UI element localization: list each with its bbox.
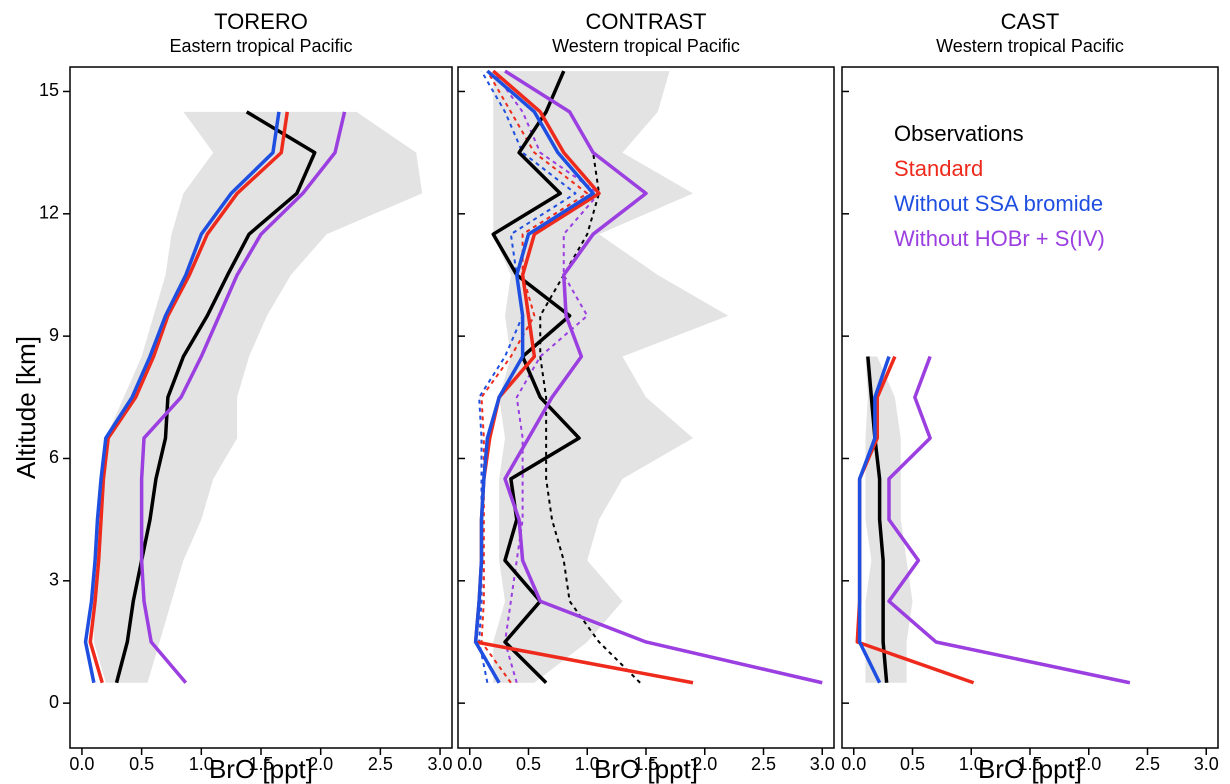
y-tick-label: 6 (49, 447, 59, 467)
panel-title: CONTRAST (586, 9, 707, 34)
legend-entry: Without SSA bromide (894, 191, 1103, 216)
y-tick-label: 15 (39, 80, 59, 100)
line (491, 70, 581, 684)
line (83, 111, 281, 684)
y-axis-label: Altitude [km] (11, 336, 41, 479)
x-tick-label: 0.0 (457, 754, 482, 774)
x-tick-label: 3.0 (810, 754, 835, 774)
line (88, 111, 289, 684)
x-tick-label: 2.0 (1076, 754, 1101, 774)
line (503, 69, 823, 685)
x-tick-label: 2.5 (1135, 754, 1160, 774)
legend-entry: Without HOBr + S(IV) (894, 226, 1105, 251)
dashed-line (492, 70, 600, 684)
x-axis-label: BrO [ppt] (594, 754, 698, 784)
dashed-line (478, 70, 577, 683)
x-tick-label: 1.0 (575, 754, 600, 774)
x-tick-label: 0.0 (69, 754, 94, 774)
x-tick-label: 2.5 (368, 754, 393, 774)
x-tick-label: 1.0 (189, 754, 214, 774)
line (887, 355, 1131, 685)
line (857, 355, 891, 684)
dashed-line (539, 152, 641, 684)
line (866, 356, 889, 683)
panel-title: CAST (1001, 9, 1060, 34)
line (114, 110, 317, 684)
range-band (93, 111, 423, 683)
x-tick-label: 2.0 (692, 754, 717, 774)
panel-subtitle: Western tropical Pacific (552, 36, 740, 56)
x-tick-label: 0.5 (129, 754, 154, 774)
y-tick-label: 9 (49, 325, 59, 345)
panel: 0 3 6 9 12 15 0.0 0.5 1.0 1.5 2.0 2.5 3.0 TOREROEaste… (11, 9, 453, 784)
x-tick-label: 0.5 (516, 754, 541, 774)
x-tick-label: 1.5 (633, 754, 658, 774)
x-tick-label: 3.0 (1194, 754, 1219, 774)
y-tick-label: 0 (49, 692, 59, 712)
x-tick-label: 0.5 (900, 754, 925, 774)
y-tick-label: 3 (49, 570, 59, 590)
x-tick-label: 1.0 (959, 754, 984, 774)
y-tick-label: 12 (39, 203, 59, 223)
x-tick-label: 2.0 (308, 754, 333, 774)
legend-entry: Standard (894, 156, 983, 181)
legend-entry: Observations (894, 121, 1024, 146)
x-tick-label: 3.0 (428, 754, 453, 774)
x-axis-label: BrO [ppt] (978, 754, 1082, 784)
panel-subtitle: Eastern tropical Pacific (169, 36, 352, 56)
x-tick-label: 1.5 (1017, 754, 1042, 774)
dashed-line (480, 70, 589, 684)
panel-subtitle: Western tropical Pacific (936, 36, 1124, 56)
panel-title: TORERO (214, 9, 308, 34)
x-tick-label: 1.5 (248, 754, 273, 774)
x-tick-label: 2.5 (751, 754, 776, 774)
line (139, 111, 347, 684)
x-axis-label: BrO [ppt] (209, 754, 313, 784)
x-tick-label: 0.0 (841, 754, 866, 774)
line (473, 69, 595, 684)
